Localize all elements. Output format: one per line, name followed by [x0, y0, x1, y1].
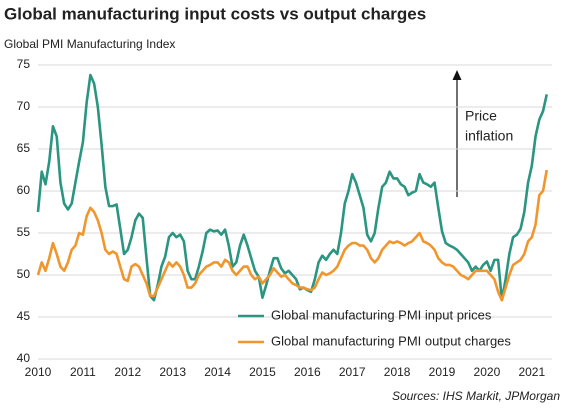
- y-tick-label: 65: [17, 141, 31, 155]
- y-tick-label: 40: [17, 351, 31, 365]
- x-tick-label: 2021: [518, 365, 545, 379]
- x-tick-label: 2019: [429, 365, 456, 379]
- legend-label: Global manufacturing PMI input prices: [271, 307, 492, 322]
- x-tick-label: 2016: [294, 365, 321, 379]
- x-tick-label: 2011: [70, 365, 96, 379]
- x-tick-label: 2014: [204, 365, 231, 379]
- y-axis-label: Global PMI Manufacturing Index: [4, 37, 175, 51]
- y-tick-label: 70: [17, 99, 31, 113]
- data-line: [36, 169, 549, 302]
- x-tick-label: 2013: [159, 365, 186, 379]
- y-tick-label: 50: [17, 267, 31, 281]
- x-tick-label: 2018: [384, 365, 411, 379]
- y-tick-label: 55: [17, 225, 31, 239]
- annotation-arrowhead: [452, 70, 462, 80]
- y-tick-label: 60: [17, 183, 31, 197]
- annotation-text: inflation: [465, 128, 513, 144]
- chart-title: Global manufacturing input costs vs outp…: [4, 4, 426, 23]
- annotation-text: Price: [465, 108, 497, 124]
- data-line: [36, 73, 549, 302]
- x-tick-label: 2012: [114, 365, 141, 379]
- source: Sources: IHS Markit, JPMorgan: [392, 389, 560, 403]
- x-tick-label: 2020: [474, 365, 501, 379]
- y-tick-label: 75: [17, 57, 31, 71]
- x-tick-label: 2010: [25, 365, 52, 379]
- legend-label: Global manufacturing PMI output charges: [271, 333, 511, 348]
- x-tick-label: 2015: [249, 365, 276, 379]
- y-tick-label: 45: [17, 309, 31, 323]
- x-tick-label: 2017: [339, 365, 366, 379]
